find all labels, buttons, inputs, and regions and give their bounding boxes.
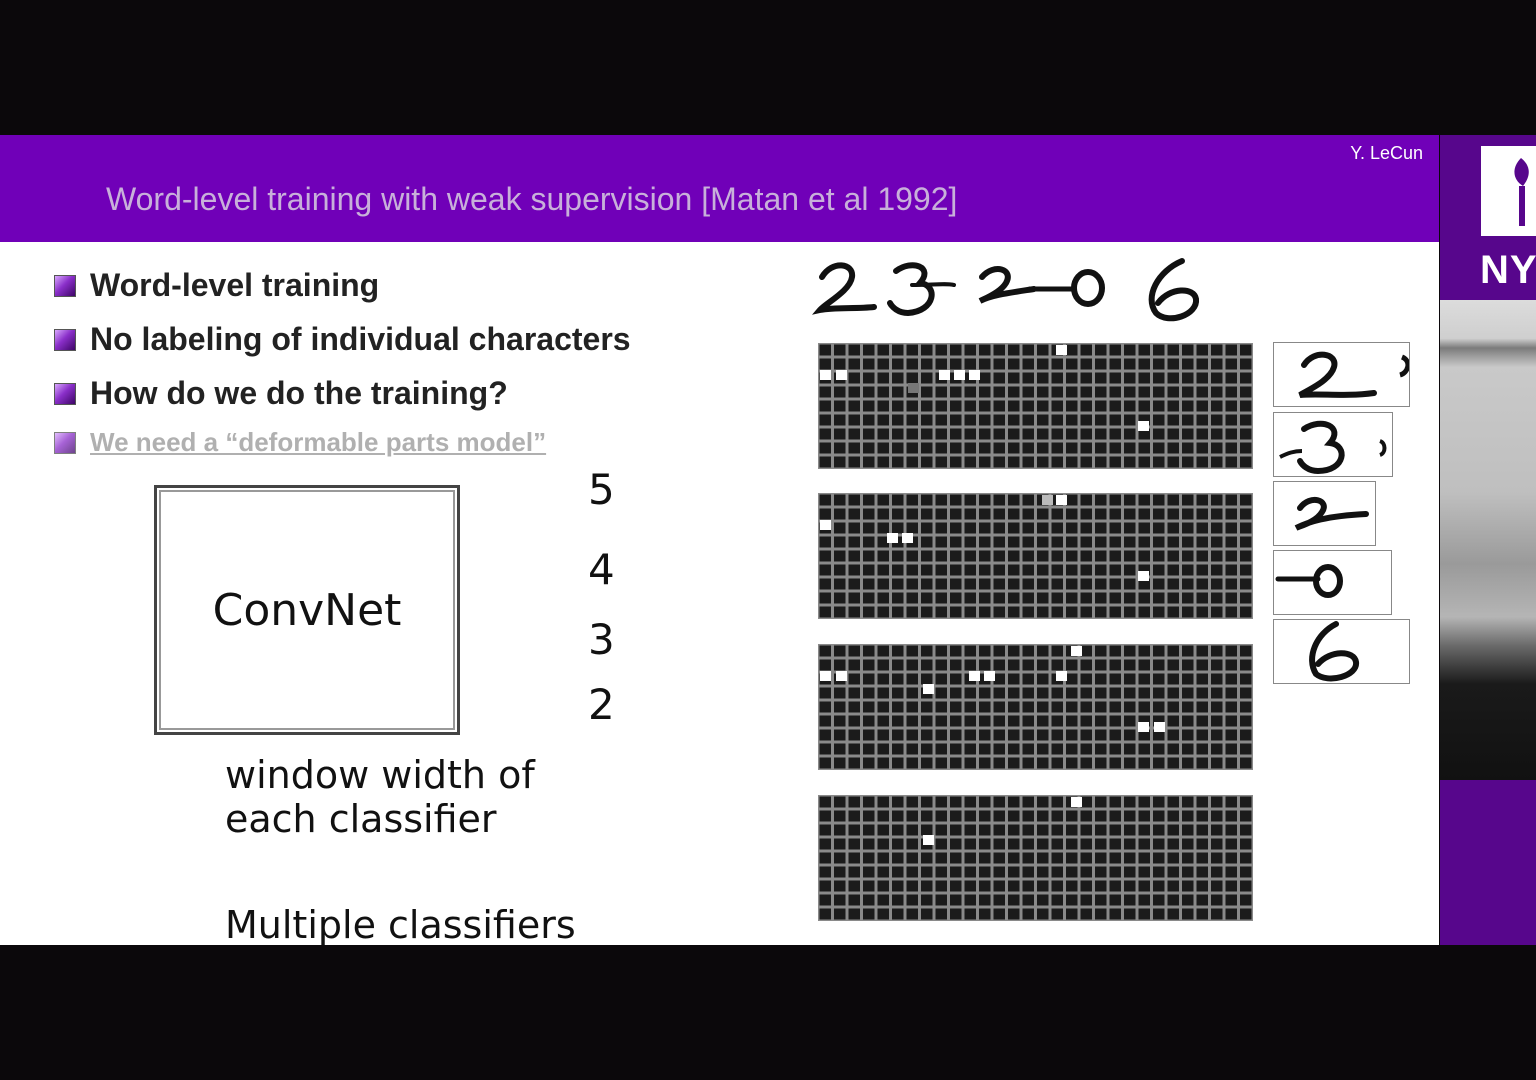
bullet-text: How do we do the training? xyxy=(90,375,508,411)
window-number: 5 xyxy=(588,465,615,514)
multiple-classifiers-caption: Multiple classifiers xyxy=(225,903,576,945)
bullet-item: Word-level training xyxy=(54,267,379,304)
character-crop-image xyxy=(1273,619,1410,684)
bullet-square-icon xyxy=(54,328,76,351)
bullet-item: How do we do the training? xyxy=(54,375,508,412)
classifier-output-grid xyxy=(818,795,1253,921)
convnet-label: ConvNet xyxy=(212,584,402,636)
bullet-item-faded: We need a “deformable parts model” xyxy=(54,427,546,458)
window-width-caption: window width of each classifier xyxy=(225,753,535,841)
bullet-square-icon xyxy=(54,274,76,297)
bullet-item: No labeling of individual characters xyxy=(54,321,631,358)
character-crop-image xyxy=(1273,550,1392,615)
bullet-square-icon xyxy=(54,382,76,405)
presentation-slide: Y. LeCun Word-level training with weak s… xyxy=(0,135,1439,945)
window-number: 4 xyxy=(588,545,615,594)
character-crop-image xyxy=(1273,412,1393,477)
convnet-box: ConvNet xyxy=(154,485,460,735)
classifier-output-grid xyxy=(818,493,1253,619)
torch-icon xyxy=(1481,146,1536,236)
bullet-text: No labeling of individual characters xyxy=(90,321,631,357)
slide-title: Word-level training with weak supervisio… xyxy=(106,181,958,217)
bullet-text: We need a “deformable parts model” xyxy=(90,427,547,457)
bullet-text: Word-level training xyxy=(90,267,380,303)
character-crop-image xyxy=(1273,481,1376,546)
window-number: 3 xyxy=(588,615,615,664)
slide-author: Y. LeCun xyxy=(1350,143,1423,163)
window-number: 2 xyxy=(588,680,615,729)
sidebar-purple-panel xyxy=(1440,780,1536,945)
bullet-square-icon xyxy=(54,431,76,454)
nyu-logo-text: NY xyxy=(1480,248,1536,292)
webcam-feed xyxy=(1440,300,1536,780)
character-crop-image xyxy=(1273,342,1410,407)
classifier-output-grid xyxy=(818,343,1253,469)
classifier-output-grid xyxy=(818,644,1253,770)
handwritten-digits-image xyxy=(812,258,1199,322)
slide-header: Y. LeCun Word-level training with weak s… xyxy=(0,135,1439,242)
